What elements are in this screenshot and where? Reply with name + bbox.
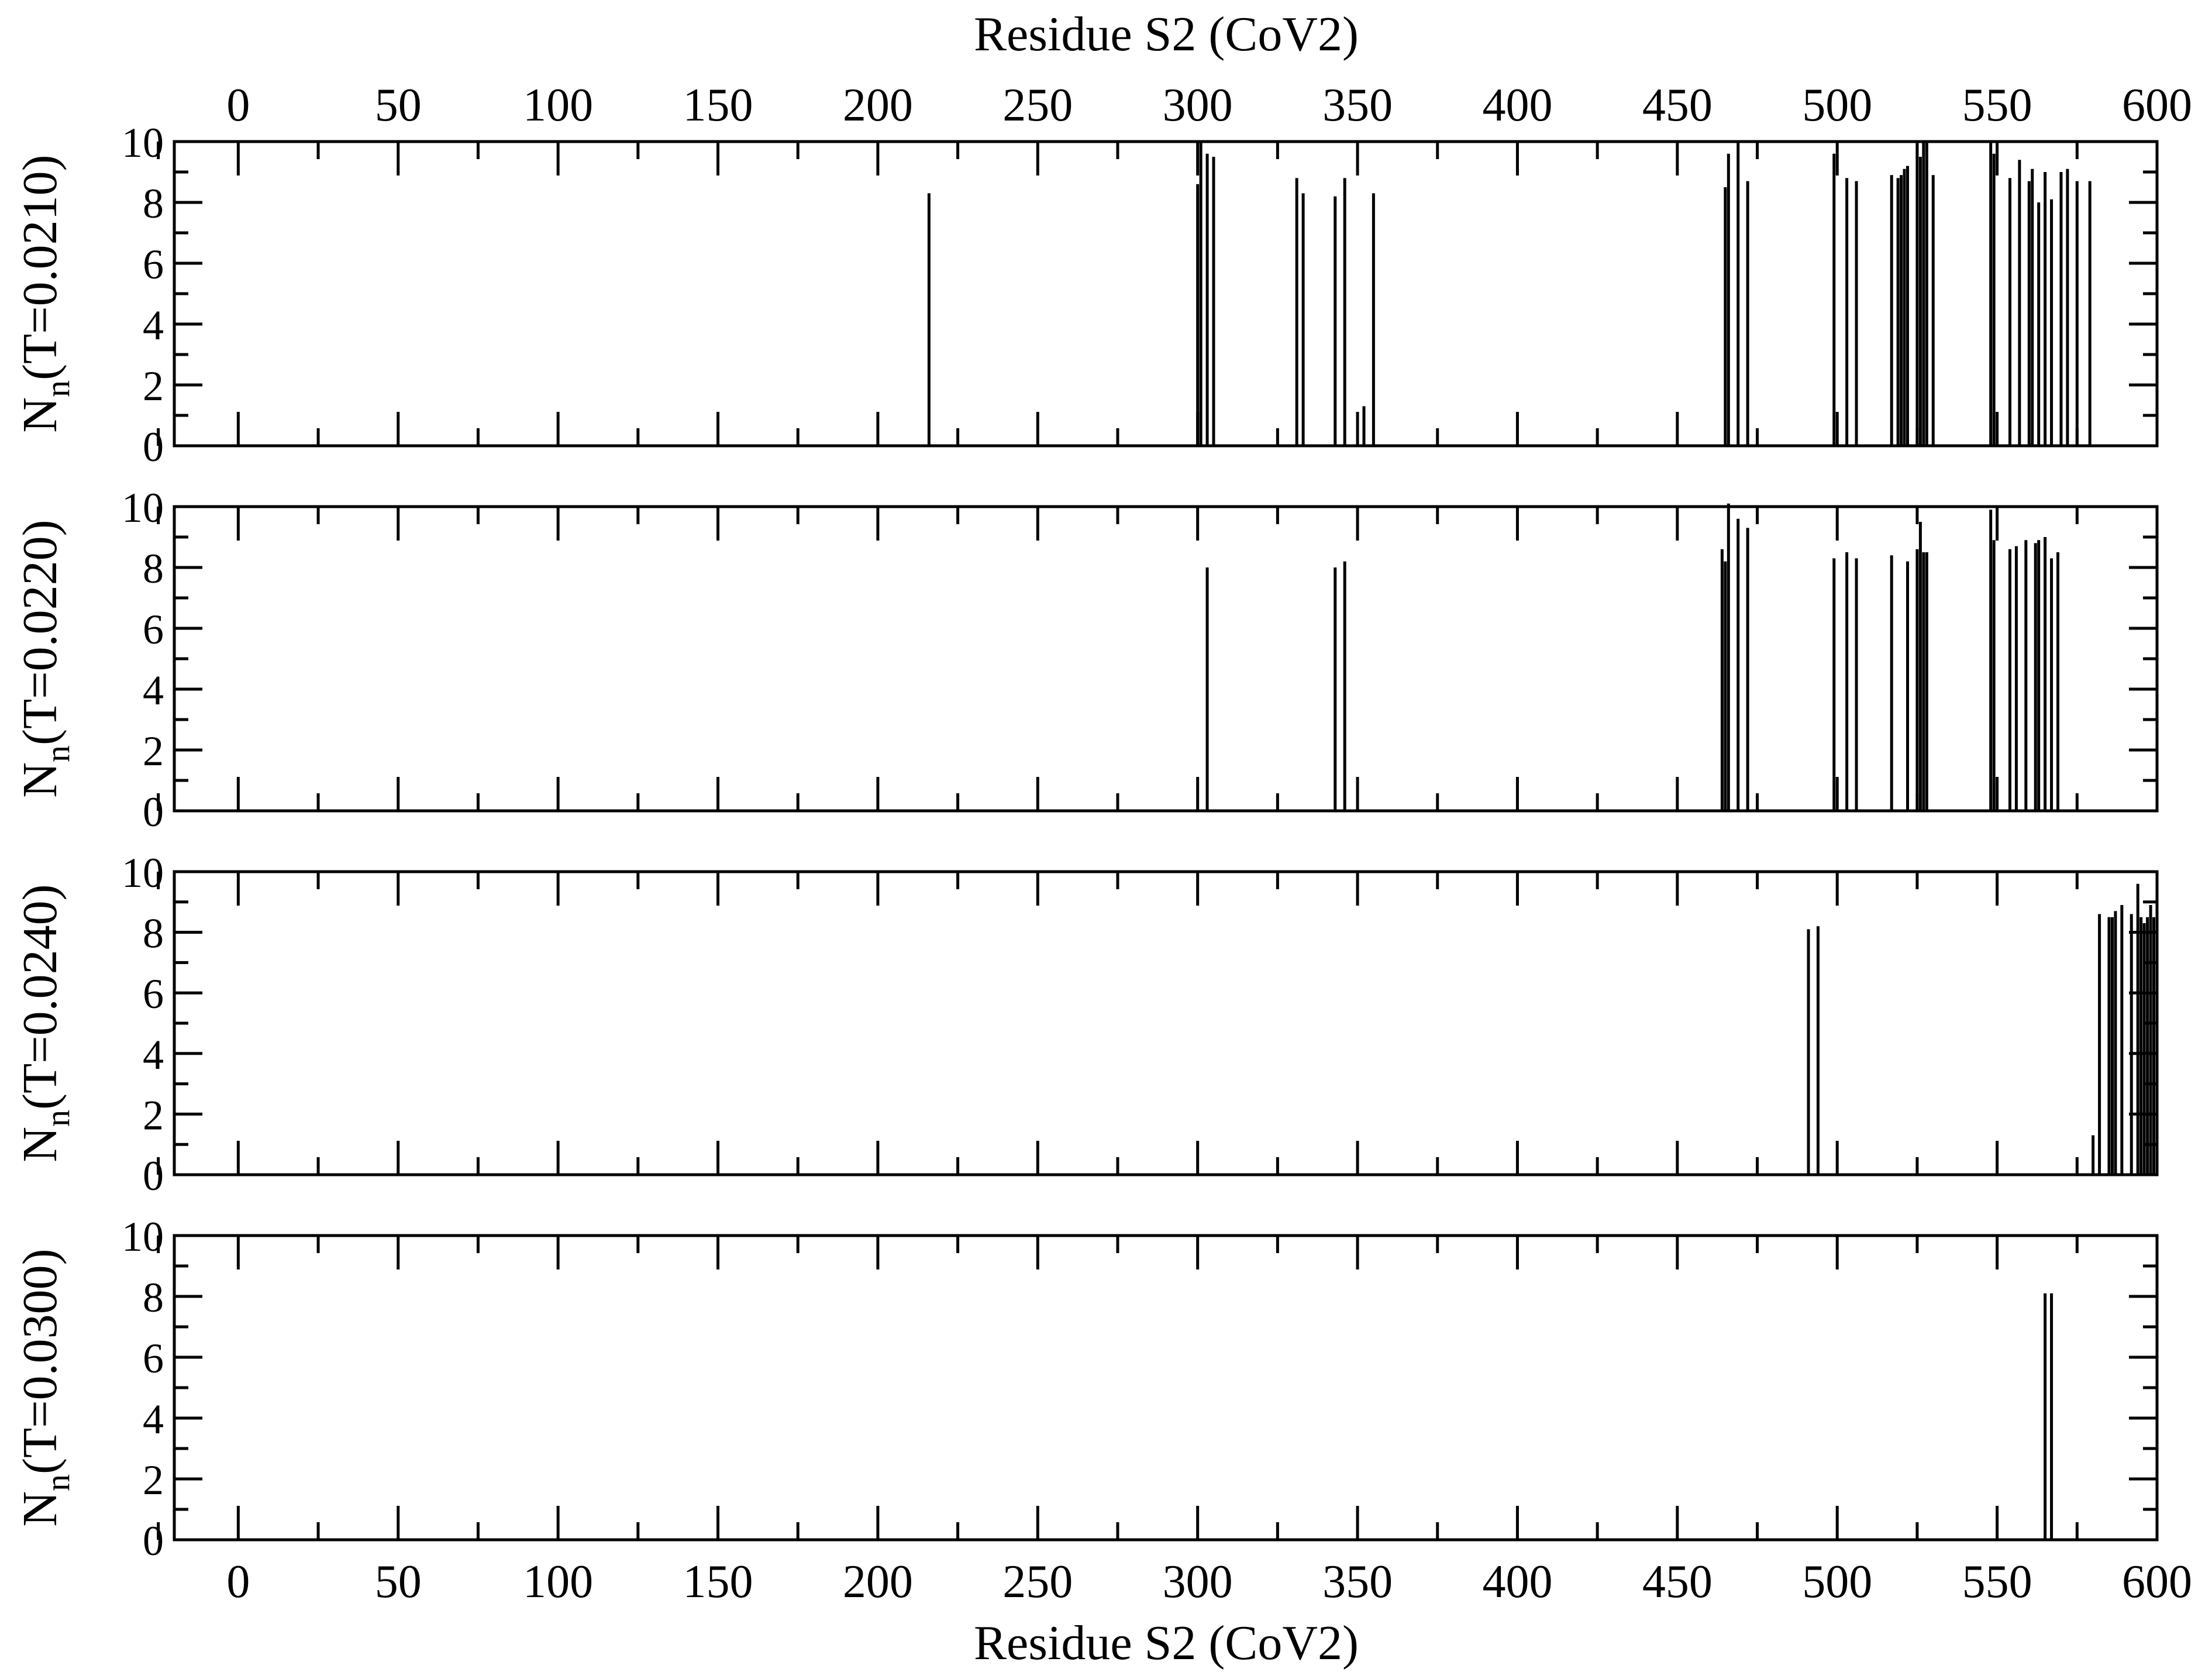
x-tick-label: 300 [1163,80,1233,131]
x-tick-label: 500 [1802,80,1872,131]
y-tick-label: 0 [143,789,164,835]
y-axis-title: Nn(T=0.0300) [13,1248,77,1526]
y-tick-label: 6 [143,606,164,653]
x-tick-label: 400 [1482,1556,1552,1608]
y-tick-label: 6 [143,1335,164,1382]
x-tick-label: 250 [1002,80,1073,131]
y-tick-label: 10 [122,1213,164,1260]
y-axis-title-rest: (T=0.0210) [13,154,67,380]
x-tick-label: 50 [375,80,422,131]
y-axis-title-subscript: n [39,1474,77,1491]
y-axis-title-subscript: n [39,745,77,762]
y-tick-label: 8 [143,180,164,227]
y-axis-title: Nn(T=0.0220) [13,519,77,797]
y-axis-title-main: N [13,397,67,433]
x-tick-label: 200 [843,80,913,131]
y-tick-label: 8 [143,545,164,592]
x-tick-label: 150 [683,80,753,131]
x-tick-label: 250 [1002,1556,1073,1608]
x-tick-label: 0 [226,1556,250,1608]
x-tick-label: 550 [1962,80,2032,131]
y-tick-label: 8 [143,1274,164,1321]
y-tick-label: 10 [122,484,164,531]
bottom-x-axis-title: Residue S2 (CoV2) [974,1616,1359,1670]
x-tick-label: 550 [1962,1556,2032,1608]
y-tick-label: 2 [143,1457,164,1503]
x-tick-label: 600 [2122,1556,2192,1608]
y-tick-label: 0 [143,424,164,470]
y-tick-label: 10 [122,119,164,166]
y-tick-label: 6 [143,971,164,1017]
x-tick-label: 600 [2122,80,2192,131]
y-tick-label: 4 [143,667,164,714]
y-tick-label: 4 [143,302,164,349]
x-tick-label: 300 [1163,1556,1233,1608]
y-tick-label: 0 [143,1152,164,1199]
y-tick-label: 0 [143,1518,164,1564]
y-axis-title: Nn(T=0.0240) [13,884,77,1162]
x-tick-label: 350 [1322,1556,1393,1608]
y-axis-title-rest: (T=0.0220) [13,519,67,745]
plot-frame [173,140,2159,448]
x-tick-label: 200 [843,1556,913,1608]
x-tick-label: 100 [523,80,593,131]
x-tick-label: 400 [1482,80,1552,131]
y-axis-title-main: N [13,762,67,798]
y-tick-label: 6 [143,241,164,288]
y-tick-label: 8 [143,910,164,957]
x-tick-label: 50 [375,1556,422,1608]
top-x-axis-title: Residue S2 (CoV2) [974,7,1359,61]
plot-frame [173,870,2159,1176]
y-tick-label: 2 [143,728,164,775]
x-tick-label: 500 [1802,1556,1872,1608]
panel-2: 0 2 4 6 8 10 Nn(T=0.0220) [13,484,2159,835]
plot-frame [173,505,2159,813]
y-tick-label: 10 [122,849,164,896]
y-axis-title-subscript: n [39,1110,77,1127]
plot-frame [173,1234,2159,1542]
y-tick-label: 2 [143,1092,164,1138]
panel-3: 0 2 4 6 8 10 Nn(T=0.0240) [13,849,2159,1199]
y-tick-label: 2 [143,363,164,410]
y-axis-title-main: N [13,1127,67,1162]
x-tick-label: 0 [226,80,250,131]
y-axis-title-main: N [13,1491,67,1527]
y-tick-label: 4 [143,1396,164,1443]
x-tick-label: 150 [683,1556,753,1608]
y-axis-title-subscript: n [39,380,77,397]
y-axis-title-rest: (T=0.0240) [13,884,67,1110]
x-tick-label: 350 [1322,80,1393,131]
y-tick-label: 4 [143,1031,164,1078]
x-tick-label: 450 [1642,80,1713,131]
y-axis-title-rest: (T=0.0300) [13,1248,67,1474]
x-tick-label: 450 [1642,1556,1713,1608]
y-axis-title: Nn(T=0.0210) [13,154,77,432]
x-tick-label: 100 [523,1556,593,1608]
